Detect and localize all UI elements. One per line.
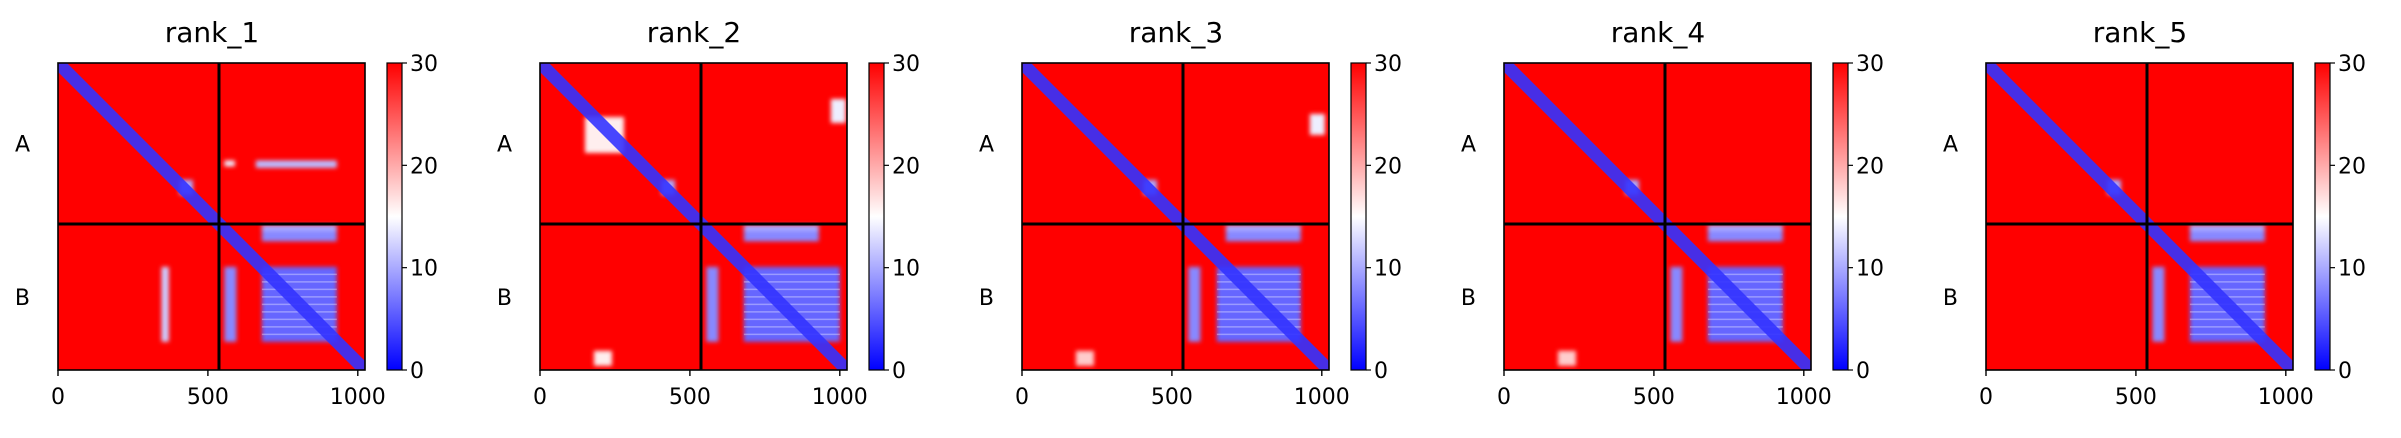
low-error-region [830, 98, 846, 123]
chain-label-b: B [497, 286, 512, 311]
low-error-region [706, 266, 719, 342]
heatmap-frame [1503, 62, 1812, 371]
colorbar-tick-label: 20 [2338, 154, 2366, 179]
x-tick-label: 1000 [1776, 385, 1832, 410]
heatmap-frame [1985, 62, 2294, 371]
chain-label-a: A [1943, 132, 1958, 157]
colorbar-tick-label: 0 [1374, 359, 1388, 384]
x-tick-label: 1000 [1294, 385, 1350, 410]
x-tick-label: 0 [51, 385, 65, 410]
low-error-region [1309, 113, 1325, 135]
low-error-region [1225, 229, 1301, 242]
diagonal-band [58, 63, 365, 370]
chain-label-a: A [15, 132, 30, 157]
colorbar-tick-label: 10 [2338, 257, 2366, 282]
colorbar [1832, 62, 1849, 371]
colorbar-tick-label: 30 [1856, 52, 1884, 77]
chain-label-b: B [1461, 286, 1476, 311]
chain-label-b: B [1943, 286, 1958, 311]
heatmap-frame [57, 62, 366, 371]
colorbar-tick-label: 20 [1856, 154, 1884, 179]
low-error-region [2152, 266, 2165, 342]
colorbar-tick-label: 20 [410, 154, 438, 179]
low-error-region [743, 224, 819, 231]
heatmap-panel-3: rank_3 A B 0 500 1000 0 10 20 30 [979, 16, 1402, 410]
low-error-region [1188, 266, 1201, 342]
low-error-region [224, 160, 235, 167]
x-tick-label: 0 [1497, 385, 1511, 410]
heatmap-panel-1: rank_1 A B 0 500 1000 0 10 20 30 [15, 16, 438, 410]
heatmap-panel-2: rank_2 A B 0 500 1000 0 10 20 30 [497, 16, 920, 410]
low-error-region [2189, 229, 2265, 242]
low-error-region [224, 266, 237, 342]
low-error-region [743, 229, 819, 242]
chain-label-a: A [497, 132, 512, 157]
low-error-region [1075, 350, 1094, 366]
chain-label-b: B [979, 286, 994, 311]
x-tick-label: 1000 [812, 385, 868, 410]
panel-title: rank_4 [1611, 16, 1705, 49]
colorbar [868, 62, 885, 371]
colorbar-tick-label: 0 [1856, 359, 1870, 384]
colorbar-tick-label: 10 [1374, 257, 1402, 282]
heatmap-frame [1021, 62, 1330, 371]
colorbar-tick-label: 20 [892, 154, 920, 179]
low-error-region [593, 350, 612, 366]
x-tick-label: 500 [187, 385, 229, 410]
x-tick-label: 500 [1633, 385, 1675, 410]
low-error-region [161, 266, 169, 342]
x-tick-label: 0 [1015, 385, 1029, 410]
heatmap-panel-5: rank_5 A B 0 500 1000 0 10 20 30 [1943, 16, 2366, 410]
panel-title: rank_3 [1129, 16, 1223, 49]
chain-label-a: A [979, 132, 994, 157]
diagonal-band [1504, 63, 1811, 370]
chain-label-b: B [15, 286, 30, 311]
colorbar-tick-label: 30 [410, 52, 438, 77]
x-tick-label: 0 [1979, 385, 1993, 410]
heatmap-panel-4: rank_4 A B 0 500 1000 0 10 20 30 [1461, 16, 1884, 410]
colorbar-tick-label: 0 [892, 359, 906, 384]
x-tick-label: 0 [533, 385, 547, 410]
x-tick-label: 1000 [330, 385, 386, 410]
x-tick-label: 500 [2115, 385, 2157, 410]
low-error-region [1557, 350, 1576, 366]
x-tick-label: 1000 [2258, 385, 2314, 410]
chain-label-a: A [1461, 132, 1476, 157]
low-error-region [1225, 224, 1301, 231]
panel-title: rank_1 [165, 16, 259, 49]
low-error-region [1670, 266, 1683, 342]
colorbar-tick-label: 30 [1374, 52, 1402, 77]
colorbar-tick-label: 30 [892, 52, 920, 77]
low-error-region [255, 160, 337, 168]
colorbar-tick-label: 0 [410, 359, 424, 384]
colorbar [2314, 62, 2331, 371]
diagonal-band [1986, 63, 2293, 370]
heatmap-frame [539, 62, 848, 371]
x-tick-label: 500 [669, 385, 711, 410]
colorbar-tick-label: 10 [410, 257, 438, 282]
colorbar-tick-label: 10 [892, 257, 920, 282]
panel-title: rank_2 [647, 16, 741, 49]
low-error-region [1707, 224, 1783, 231]
colorbar [386, 62, 403, 371]
low-error-region [1707, 229, 1783, 242]
panel-title: rank_5 [2093, 16, 2187, 49]
diagonal-band [1022, 63, 1329, 370]
colorbar-tick-label: 30 [2338, 52, 2366, 77]
low-error-region [261, 229, 337, 242]
colorbar-tick-label: 20 [1374, 154, 1402, 179]
low-error-region [2189, 224, 2265, 231]
colorbar-tick-label: 10 [1856, 257, 1884, 282]
colorbar-tick-label: 0 [2338, 359, 2352, 384]
x-tick-label: 500 [1151, 385, 1193, 410]
diagonal-band [540, 63, 847, 370]
colorbar [1350, 62, 1367, 371]
low-error-region [261, 224, 337, 231]
